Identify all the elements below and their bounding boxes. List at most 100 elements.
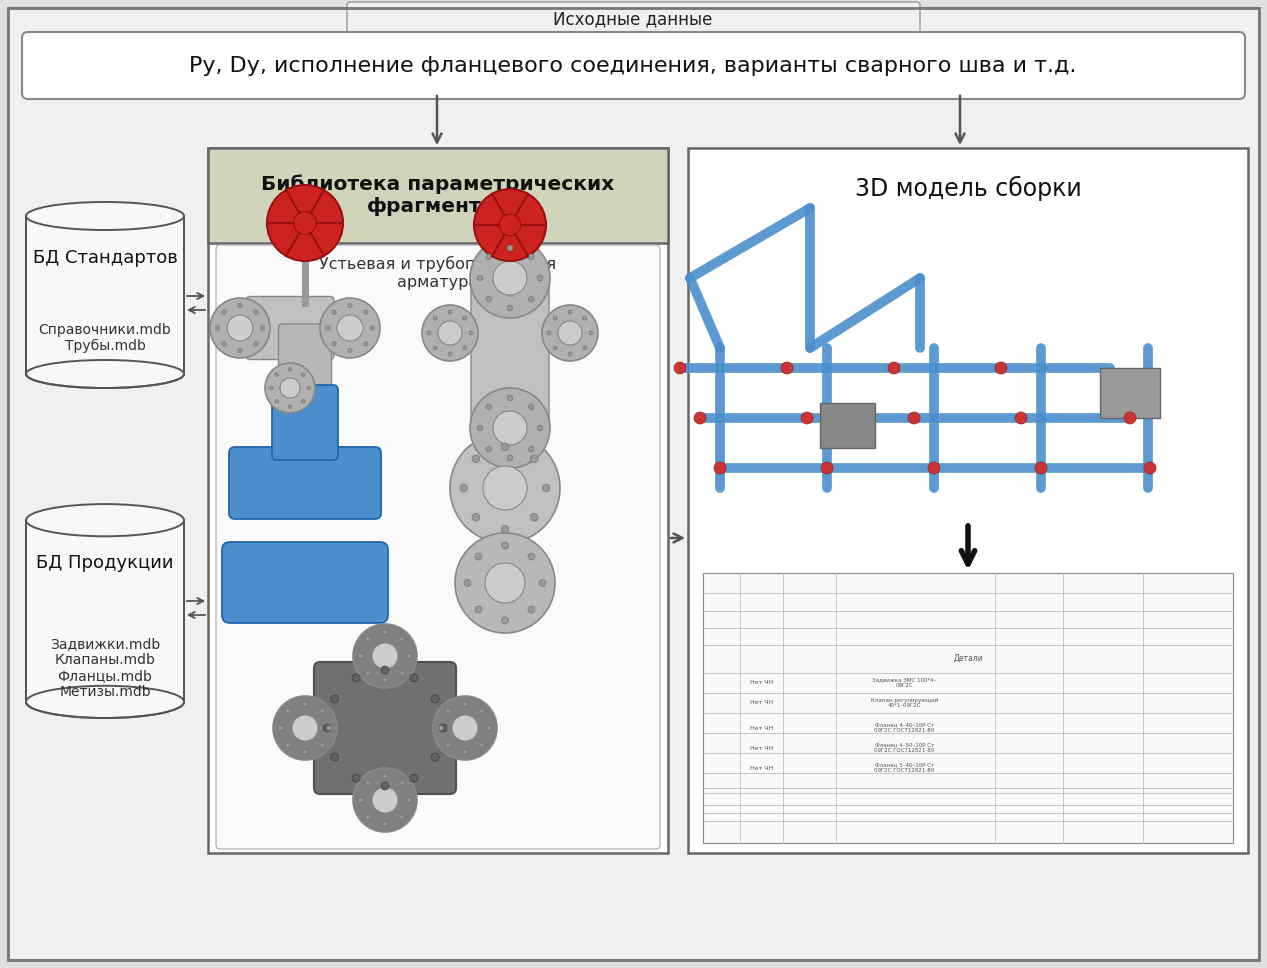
Circle shape: [547, 331, 551, 335]
Circle shape: [372, 787, 398, 813]
Circle shape: [583, 317, 587, 320]
Circle shape: [279, 726, 284, 730]
Circle shape: [366, 815, 370, 819]
Circle shape: [475, 606, 481, 613]
FancyBboxPatch shape: [314, 662, 456, 794]
Circle shape: [462, 346, 466, 349]
Circle shape: [294, 212, 317, 234]
Text: Фланец 4–40–10Р Ст
09Г2С ГОСТ12821-80: Фланец 4–40–10Р Ст 09Г2С ГОСТ12821-80: [874, 722, 935, 734]
FancyBboxPatch shape: [246, 296, 334, 359]
Circle shape: [323, 724, 331, 732]
Circle shape: [528, 254, 533, 259]
Circle shape: [499, 214, 521, 236]
Circle shape: [427, 331, 431, 335]
Circle shape: [337, 315, 364, 341]
Circle shape: [568, 352, 571, 356]
Circle shape: [332, 342, 336, 346]
Circle shape: [286, 709, 290, 713]
Text: Нет ЧН: Нет ЧН: [750, 745, 773, 750]
Circle shape: [227, 315, 253, 341]
Circle shape: [452, 715, 478, 741]
Circle shape: [462, 702, 468, 707]
Text: Библиотека параметрических
фрагментов: Библиотека параметрических фрагментов: [261, 174, 614, 216]
FancyBboxPatch shape: [22, 32, 1245, 99]
Text: Нет ЧН: Нет ЧН: [750, 766, 773, 771]
Circle shape: [270, 386, 272, 390]
Polygon shape: [27, 216, 184, 374]
Circle shape: [487, 726, 492, 730]
Circle shape: [302, 400, 305, 403]
Circle shape: [253, 342, 258, 346]
Circle shape: [995, 362, 1007, 374]
Circle shape: [267, 185, 343, 261]
Circle shape: [383, 630, 388, 634]
Circle shape: [478, 425, 483, 431]
Circle shape: [554, 346, 557, 349]
Circle shape: [383, 678, 388, 682]
Circle shape: [215, 326, 219, 330]
Polygon shape: [27, 520, 184, 702]
Circle shape: [446, 709, 450, 713]
Text: БД Продукции: БД Продукции: [37, 554, 174, 572]
Circle shape: [381, 666, 389, 674]
Circle shape: [888, 362, 900, 374]
Circle shape: [801, 412, 813, 424]
Circle shape: [222, 342, 227, 346]
Circle shape: [480, 742, 484, 747]
Text: Нет ЧН: Нет ЧН: [750, 701, 773, 706]
Circle shape: [502, 617, 508, 624]
Ellipse shape: [27, 360, 184, 388]
Text: 3D модель сборки: 3D модель сборки: [855, 175, 1081, 200]
Circle shape: [359, 798, 364, 802]
Circle shape: [275, 373, 279, 377]
Text: Ру, Dy, исполнение фланцевого соединения, варианты сварного шва и т.д.: Ру, Dy, исполнение фланцевого соединения…: [189, 56, 1077, 76]
Circle shape: [431, 753, 440, 761]
Text: Задвижки.mdb
Клапаны.mdb
Фланцы.mdb
Метизы.mdb: Задвижки.mdb Клапаны.mdb Фланцы.mdb Мети…: [49, 637, 160, 699]
Circle shape: [449, 352, 452, 356]
Circle shape: [455, 533, 555, 633]
Circle shape: [291, 715, 318, 741]
Circle shape: [326, 326, 329, 330]
Circle shape: [507, 395, 513, 401]
Circle shape: [353, 768, 417, 832]
Circle shape: [507, 245, 513, 251]
Circle shape: [353, 624, 417, 688]
Circle shape: [470, 238, 550, 318]
Circle shape: [507, 455, 513, 461]
Circle shape: [289, 405, 291, 408]
Circle shape: [275, 400, 279, 403]
Circle shape: [422, 305, 478, 361]
Circle shape: [821, 462, 832, 474]
Circle shape: [265, 363, 315, 413]
Circle shape: [557, 321, 582, 345]
Circle shape: [487, 446, 492, 452]
FancyBboxPatch shape: [272, 385, 338, 460]
Circle shape: [399, 781, 404, 785]
Circle shape: [331, 753, 338, 761]
Circle shape: [261, 326, 265, 330]
Text: Задвижка ЗМС 100*4–
09Г2С: Задвижка ЗМС 100*4– 09Г2С: [872, 678, 936, 688]
Circle shape: [1144, 462, 1156, 474]
Circle shape: [470, 388, 550, 468]
Circle shape: [222, 310, 227, 315]
Circle shape: [908, 412, 920, 424]
Circle shape: [1015, 412, 1028, 424]
Circle shape: [473, 513, 480, 521]
Polygon shape: [27, 520, 184, 702]
Circle shape: [1035, 462, 1047, 474]
Circle shape: [399, 671, 404, 676]
Circle shape: [431, 695, 440, 703]
Ellipse shape: [27, 685, 184, 718]
Circle shape: [493, 411, 527, 445]
Circle shape: [694, 412, 706, 424]
Circle shape: [319, 742, 324, 747]
Circle shape: [238, 348, 242, 352]
Circle shape: [568, 310, 571, 314]
Circle shape: [460, 484, 468, 492]
Circle shape: [487, 404, 492, 409]
Circle shape: [280, 378, 300, 398]
Circle shape: [474, 189, 546, 261]
Circle shape: [438, 724, 447, 732]
Circle shape: [348, 303, 352, 308]
Circle shape: [485, 563, 525, 603]
